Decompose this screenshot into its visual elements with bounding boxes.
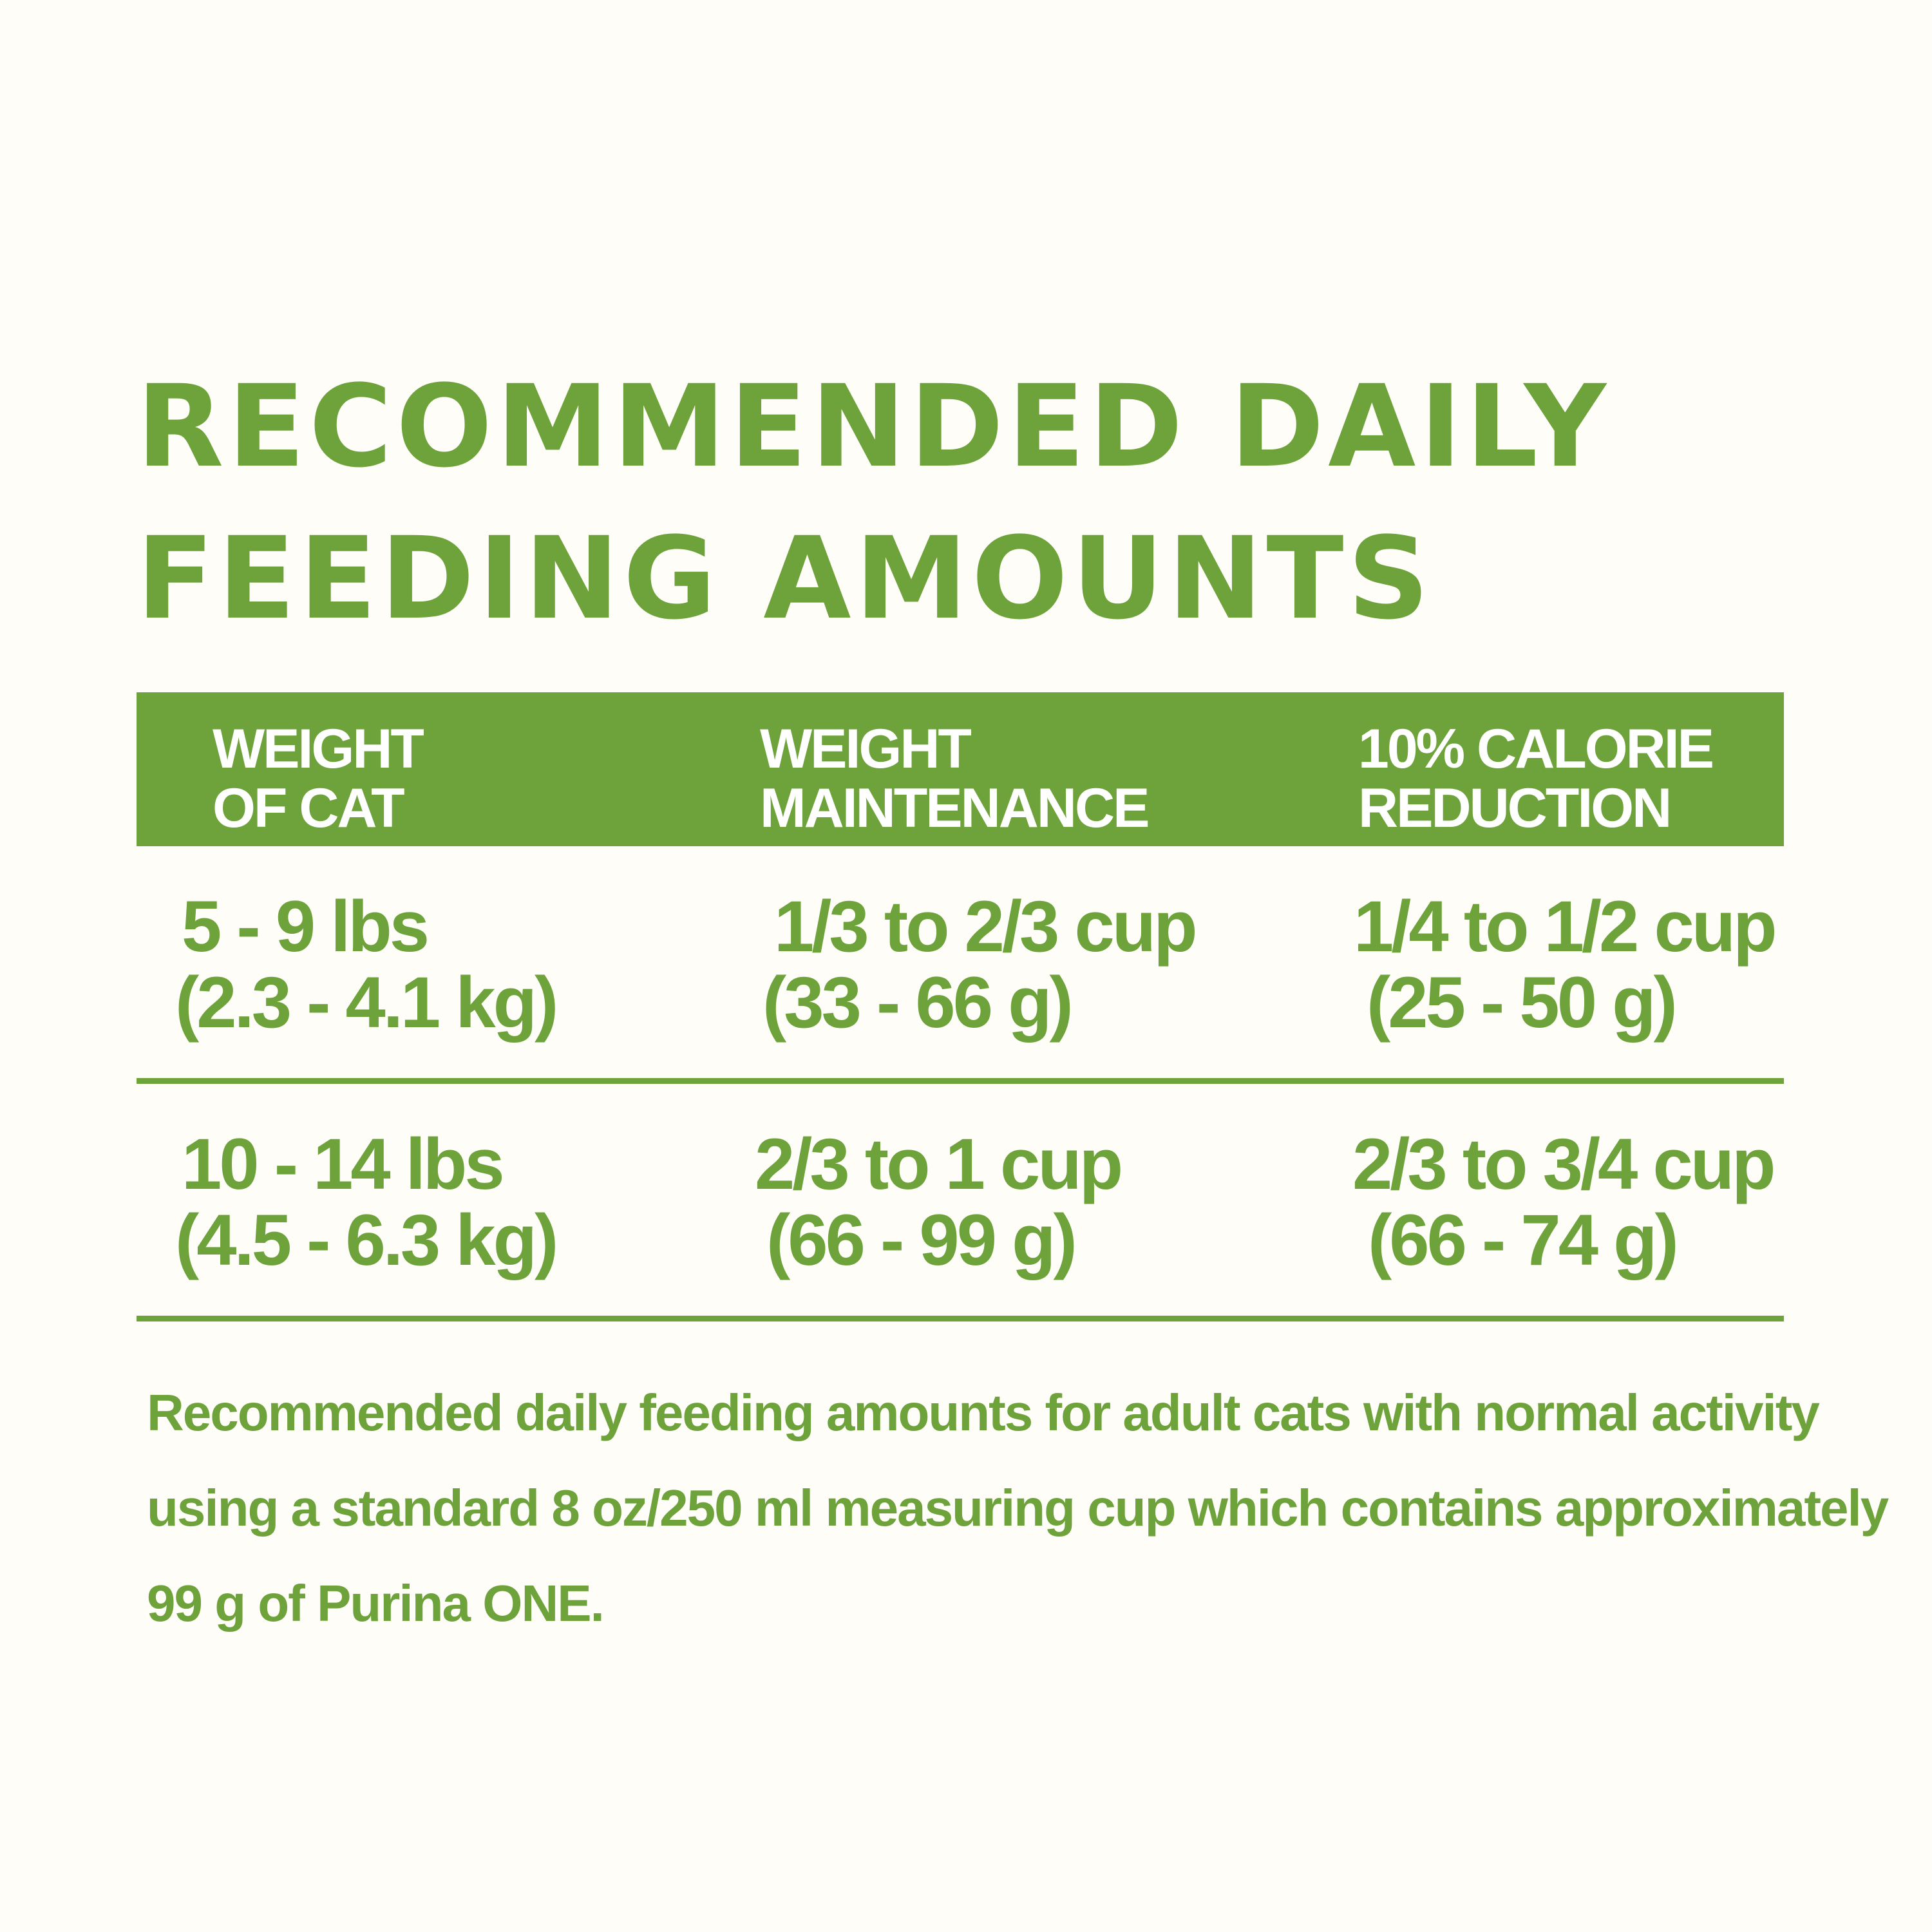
page-title-line-1: RECOMMENDED DAILY: [137, 361, 1610, 493]
cell-cat-weight-line-2: (4.5 - 6.3 kg): [175, 1200, 558, 1280]
header-weight-of-cat-line-1: WEIGHT: [213, 718, 424, 780]
cell-cat-weight: 5 - 9 lbs (2.3 - 4.1 kg): [175, 886, 558, 1043]
header-weight-maintenance-line-1: WEIGHT: [760, 718, 972, 780]
cell-cat-weight: 10 - 14 lbs (4.5 - 6.3 kg): [175, 1124, 558, 1280]
table-row: 10 - 14 lbs (4.5 - 6.3 kg) 2/3 to 1 cup …: [137, 1084, 1784, 1321]
header-weight-maintenance-line-2: MAINTENANCE: [760, 777, 1150, 839]
feeding-table: WEIGHT OF CAT WEIGHT MAINTENANCE 10% CAL…: [137, 692, 1784, 1321]
header-weight-maintenance: WEIGHT MAINTENANCE: [760, 718, 1150, 839]
cell-reduction-line-1: 1/4 to 1/2 cup: [1354, 886, 1777, 967]
header-weight-of-cat-line-2: OF CAT: [213, 777, 405, 839]
cell-maintenance-line-2: (33 - 66 g): [762, 962, 1074, 1043]
header-calorie-reduction: 10% CALORIE REDUCTION: [1358, 718, 1714, 839]
cell-reduction: 1/4 to 1/2 cup (25 - 50 g): [1354, 886, 1777, 1043]
cell-maintenance: 2/3 to 1 cup (66 - 99 g): [755, 1124, 1123, 1280]
cell-reduction-line-2: (25 - 50 g): [1367, 962, 1678, 1043]
feeding-note: Recommended daily feeding amounts for ad…: [147, 1365, 1889, 1651]
cell-cat-weight-line-1: 10 - 14 lbs: [182, 1124, 505, 1204]
page-title: RECOMMENDED DAILY FEEDING AMOUNTS: [137, 351, 1610, 655]
cell-reduction: 2/3 to 3/4 cup (66 - 74 g): [1352, 1124, 1776, 1280]
cell-reduction-line-2: (66 - 74 g): [1368, 1200, 1679, 1280]
cell-reduction-line-1: 2/3 to 3/4 cup: [1352, 1124, 1776, 1204]
cell-maintenance-line-1: 2/3 to 1 cup: [755, 1124, 1123, 1204]
page-title-line-2: FEEDING AMOUNTS: [137, 513, 1434, 645]
header-calorie-reduction-line-1: 10% CALORIE: [1358, 718, 1714, 780]
cell-maintenance-line-1: 1/3 to 2/3 cup: [774, 886, 1198, 967]
header-calorie-reduction-line-2: REDUCTION: [1358, 777, 1672, 839]
cell-cat-weight-line-2: (2.3 - 4.1 kg): [175, 962, 558, 1043]
cell-cat-weight-line-1: 5 - 9 lbs: [182, 886, 430, 967]
table-header: WEIGHT OF CAT WEIGHT MAINTENANCE 10% CAL…: [137, 692, 1784, 846]
cell-maintenance: 1/3 to 2/3 cup (33 - 66 g): [762, 886, 1198, 1043]
feeding-note-line-2: using a standard 8 oz/250 ml measuring c…: [147, 1479, 1889, 1537]
cell-maintenance-line-2: (66 - 99 g): [766, 1200, 1077, 1280]
feeding-note-line-3: 99 g of Purina ONE.: [147, 1575, 605, 1632]
feeding-note-line-1: Recommended daily feeding amounts for ad…: [147, 1384, 1820, 1441]
table-row: 5 - 9 lbs (2.3 - 4.1 kg) 1/3 to 2/3 cup …: [137, 846, 1784, 1084]
header-weight-of-cat: WEIGHT OF CAT: [213, 718, 424, 839]
